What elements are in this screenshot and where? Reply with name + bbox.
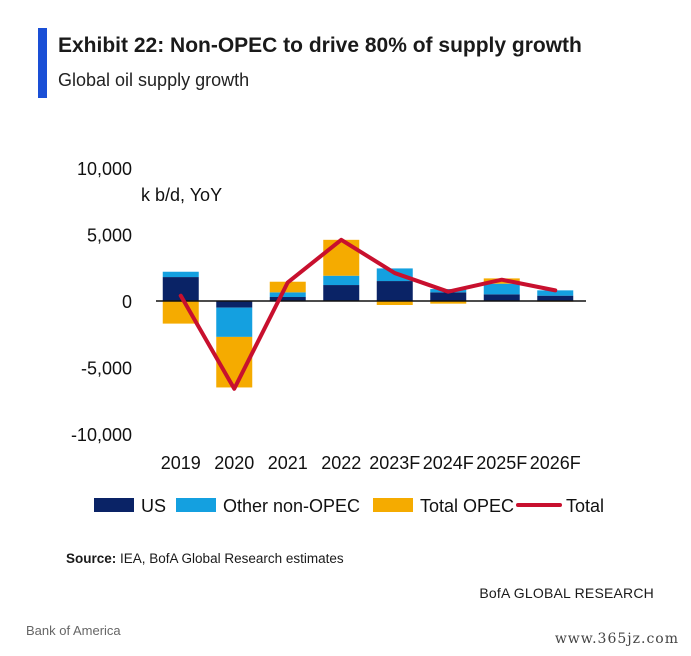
total-line (178, 237, 558, 391)
bar-total-opec (376, 301, 413, 305)
research-credit: BofA GLOBAL RESEARCH (479, 585, 654, 601)
bar-total-opec (162, 301, 199, 324)
bar-us (430, 292, 467, 301)
accent-bar (38, 28, 47, 98)
bar-us (162, 277, 199, 301)
source-text: IEA, BofA Global Research estimates (116, 551, 344, 566)
y-tick-label: -5,000 (81, 359, 132, 379)
chart-title: Exhibit 22: Non-OPEC to drive 80% of sup… (58, 34, 582, 57)
bar-us (269, 297, 306, 301)
unit-label: k b/d, YoY (141, 185, 222, 205)
x-tick-label: 2022 (321, 453, 361, 473)
bar-other-non-opec (216, 307, 253, 337)
x-tick-label: 2021 (268, 453, 308, 473)
bar-other-non-opec (537, 290, 574, 296)
bar-us (323, 285, 360, 301)
x-tick-label: 2025F (476, 453, 527, 473)
legend-label: Other non-OPEC (223, 496, 360, 516)
bar-other-non-opec (483, 283, 520, 295)
chart-subtitle: Global oil supply growth (58, 70, 250, 90)
company-name: Bank of America (26, 623, 121, 638)
legend-swatch-other-non-opec (176, 498, 216, 512)
bar-other-non-opec (269, 292, 306, 298)
x-tick-label: 2024F (423, 453, 474, 473)
bar-us (537, 295, 574, 301)
watermark: www.365jz.com (554, 631, 679, 647)
x-tick-label: 2019 (161, 453, 201, 473)
bar-other-non-opec (162, 271, 199, 278)
y-tick-label: 10,000 (77, 159, 132, 179)
bar-total-opec (430, 301, 467, 304)
bar-other-non-opec (323, 275, 360, 286)
x-tick-label: 2026F (530, 453, 581, 473)
y-tick-label: -10,000 (71, 425, 132, 445)
x-tick-label: 2020 (214, 453, 254, 473)
source-note: Source: IEA, BofA Global Research estima… (66, 551, 344, 566)
legend-label: Total OPEC (420, 496, 514, 516)
legend-swatch-total-opec (373, 498, 413, 512)
x-tick-label: 2023F (369, 453, 420, 473)
source-label: Source: (66, 551, 117, 566)
bar-us (376, 281, 413, 301)
chart-area: 10,000 5,000 0 -5,000 -10,000 k b/d, YoY 2019 2… (71, 159, 604, 516)
bar-total-opec (269, 281, 306, 293)
legend-label: Total (566, 496, 604, 516)
legend-swatch-us (94, 498, 134, 512)
y-tick-label: 0 (122, 292, 132, 312)
bar-us (216, 301, 253, 308)
legend-label: US (141, 496, 166, 516)
bar-us (483, 294, 520, 301)
y-tick-label: 5,000 (87, 226, 132, 246)
bar-total-opec (323, 239, 360, 276)
